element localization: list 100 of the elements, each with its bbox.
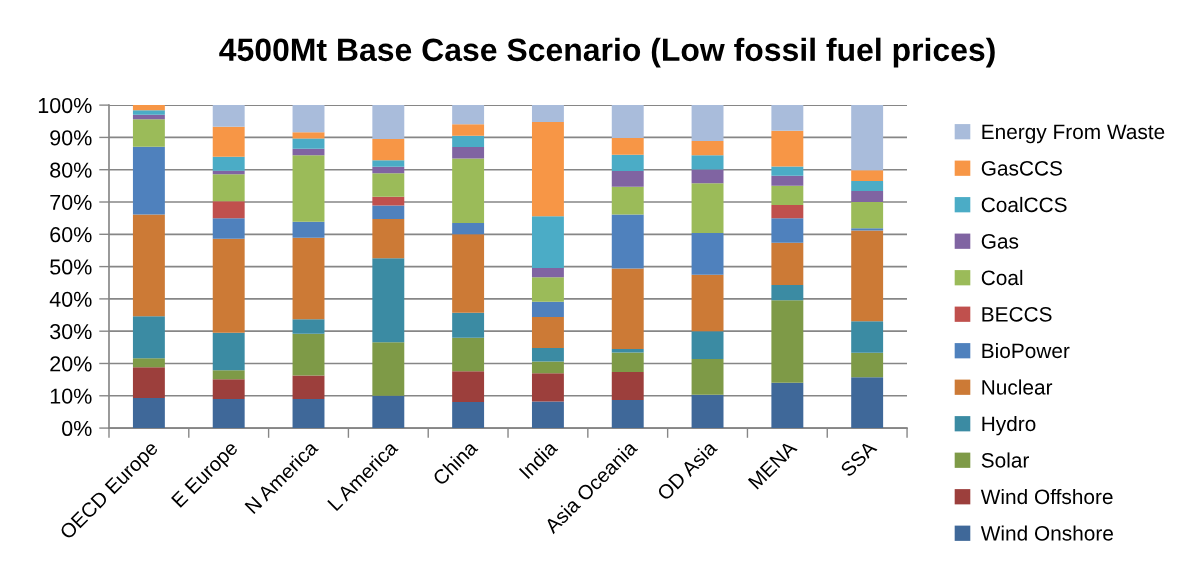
- bar: [292, 399, 325, 429]
- bar: [292, 237, 325, 320]
- bar: [691, 140, 724, 156]
- bar: [132, 316, 165, 359]
- bar: [132, 214, 165, 317]
- bar: [851, 352, 884, 378]
- bar: [531, 361, 564, 374]
- bar: [292, 375, 325, 400]
- bar: [691, 233, 724, 275]
- bar: [771, 166, 804, 176]
- bar: [372, 395, 405, 429]
- bar: [212, 105, 245, 127]
- bar: [132, 110, 165, 115]
- bar: [531, 105, 564, 122]
- bar: [771, 218, 804, 243]
- bar: [452, 337, 485, 372]
- bar: [132, 146, 165, 215]
- legend-label: Coal: [981, 269, 1023, 286]
- bar: [691, 155, 724, 170]
- bar: [851, 191, 884, 203]
- bar: [292, 155, 325, 222]
- bar: [851, 230, 884, 322]
- bar: [132, 105, 165, 111]
- y-tick-label: 40%: [49, 291, 92, 307]
- bar: [212, 201, 245, 219]
- bar: [771, 300, 804, 383]
- bar: [452, 105, 485, 125]
- y-tick-label: 0%: [62, 420, 92, 437]
- bar: [531, 347, 564, 362]
- bar: [372, 205, 405, 220]
- legend-label: Hydro: [982, 415, 1036, 436]
- bar: [531, 301, 564, 317]
- bar: [611, 399, 644, 429]
- bar: [531, 267, 564, 278]
- bar: [452, 147, 485, 159]
- bar: [452, 371, 485, 402]
- bar: [372, 173, 405, 197]
- x-tick-label: OD Asia: [655, 439, 718, 502]
- bar: [691, 105, 724, 141]
- bar: [851, 105, 884, 171]
- bar: [531, 277, 564, 302]
- bar: [691, 394, 724, 429]
- bar: [771, 185, 804, 205]
- bar: [372, 139, 405, 161]
- bar: [452, 158, 485, 223]
- bar: [132, 119, 165, 147]
- legend-label: Solar: [981, 452, 1030, 468]
- y-tick-label: 70%: [50, 194, 92, 211]
- x-tick-label: SSA: [839, 439, 878, 478]
- bar: [851, 202, 884, 229]
- bar: [452, 135, 485, 148]
- bar: [292, 138, 325, 149]
- bar: [771, 204, 804, 219]
- bar: [771, 242, 804, 285]
- bar: [851, 321, 884, 353]
- legend-label: Gas: [981, 233, 1019, 249]
- bar: [531, 373, 564, 402]
- legend-label: CoalCCS: [981, 196, 1067, 213]
- bar: [212, 126, 245, 157]
- bar: [452, 124, 485, 136]
- bar: [292, 105, 325, 133]
- bar: [531, 216, 564, 268]
- y-tick-label: 100%: [38, 97, 92, 114]
- bar: [611, 371, 644, 400]
- bar: [292, 148, 325, 156]
- bar: [531, 121, 564, 217]
- bar: [531, 316, 564, 348]
- y-tick-label: 80%: [50, 162, 92, 178]
- bar: [372, 219, 405, 259]
- bar: [372, 196, 405, 206]
- bar: [691, 331, 724, 359]
- bar: [132, 398, 165, 429]
- y-tick-label: 50%: [50, 259, 92, 275]
- bar: [212, 399, 245, 429]
- bar: [372, 160, 405, 167]
- bar: [851, 181, 884, 192]
- bar: [531, 401, 564, 429]
- bar: [691, 169, 724, 184]
- bar: [611, 154, 644, 171]
- bar: [611, 348, 644, 353]
- chart-title: 4500Mt Base Case Scenario (Low fossil fuel prices): [219, 37, 995, 68]
- bar: [212, 370, 245, 380]
- bar: [132, 367, 165, 399]
- y-tick-label: 30%: [50, 323, 92, 340]
- bar: [372, 342, 405, 396]
- legend-label: Wind Onshore: [980, 525, 1113, 541]
- y-tick-label: 20%: [50, 356, 92, 372]
- bar: [132, 358, 165, 368]
- y-tick-label: 10%: [50, 388, 92, 404]
- bar: [452, 401, 485, 429]
- y-tick-label: 90%: [50, 130, 92, 146]
- bar: [212, 218, 245, 239]
- y-tick-label: 60%: [50, 227, 92, 243]
- bar: [212, 238, 245, 333]
- bar: [611, 214, 644, 269]
- bar: [292, 319, 325, 334]
- legend-label: Energy From Waste: [982, 124, 1165, 144]
- bar: [611, 138, 644, 155]
- bar: [212, 156, 245, 171]
- bar: [771, 382, 804, 429]
